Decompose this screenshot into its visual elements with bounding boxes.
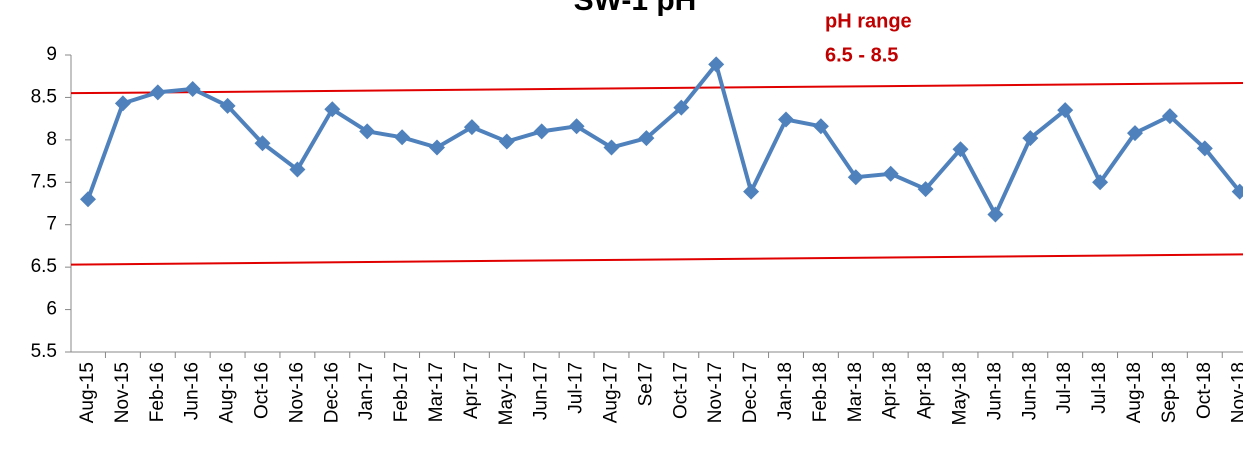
marker — [114, 95, 131, 112]
marker — [1161, 108, 1178, 125]
y-tick-label: 5.5 — [31, 341, 57, 362]
x-tick-label: Apr-17 — [461, 362, 482, 419]
x-tick-label: Aug-15 — [77, 362, 98, 423]
x-tick-label: Jan-18 — [775, 362, 796, 420]
x-tick-label: Nov-16 — [286, 362, 307, 423]
marker — [394, 129, 411, 146]
y-tick-label: 7 — [46, 214, 57, 235]
plot-area — [71, 56, 1243, 266]
marker — [568, 118, 585, 135]
marker — [1057, 102, 1074, 119]
annotation: pH range — [825, 10, 912, 32]
x-tick-label: Aug-17 — [601, 362, 622, 423]
x-tick-label: Sep-18 — [1159, 362, 1180, 423]
marker — [952, 141, 969, 158]
x-tick-label: May-17 — [496, 362, 517, 425]
marker — [324, 101, 341, 118]
marker — [254, 135, 271, 152]
x-tick-label: Oct-16 — [252, 362, 273, 419]
x-tick-label: Mar-17 — [426, 362, 447, 422]
x-tick-label: Jun-18 — [984, 362, 1005, 420]
x-tick-label: Se17 — [635, 362, 656, 406]
x-tick-label: Aug-16 — [217, 362, 238, 423]
x-tick-label: Jul-18 — [1054, 362, 1075, 414]
marker — [463, 119, 480, 136]
y-tick-label: 6.5 — [31, 256, 57, 277]
marker — [1196, 140, 1213, 157]
x-tick-label: May-18 — [950, 362, 971, 425]
x-tick-label: Dec-17 — [740, 362, 761, 423]
x-tick-label: Jul-17 — [566, 362, 587, 414]
marker — [359, 123, 376, 140]
x-tick-label: Apr-18 — [880, 362, 901, 419]
x-tick-label: Apr-18 — [915, 362, 936, 419]
marker — [429, 139, 445, 156]
x-tick-label: Mar-18 — [845, 362, 866, 422]
series-line — [86, 60, 1242, 220]
marker — [603, 139, 620, 156]
x-tick-label: Nov-18 — [1229, 362, 1243, 423]
marker — [1231, 183, 1243, 200]
marker — [673, 99, 690, 116]
marker — [743, 183, 760, 200]
x-tick-label: Feb-16 — [147, 362, 168, 422]
marker — [847, 169, 864, 186]
marker — [289, 161, 306, 178]
x-tick-label: Oct-18 — [1194, 362, 1215, 419]
reference-line — [71, 82, 1243, 95]
marker — [708, 56, 725, 73]
x-tick-label: Jul-18 — [1089, 362, 1110, 414]
y-tick-label: 8 — [46, 129, 57, 150]
x-tick-label: Dec-16 — [321, 362, 342, 423]
marker — [1127, 125, 1143, 142]
marker — [1092, 174, 1109, 191]
reference-line — [71, 253, 1243, 266]
x-tick-label: Aug-18 — [1124, 362, 1145, 423]
marker — [533, 123, 550, 140]
marker — [917, 181, 934, 198]
marker — [498, 133, 515, 150]
marker — [987, 206, 1004, 223]
marker — [219, 97, 236, 114]
x-tick-label: Jan-17 — [356, 362, 377, 420]
x-tick-label: Feb-17 — [391, 362, 412, 422]
x-tick-label: Jun-18 — [1019, 362, 1040, 420]
annotation: 6.5 - 8.5 — [825, 44, 898, 66]
marker — [149, 84, 166, 101]
x-tick-label: Oct-17 — [670, 362, 691, 419]
y-tick-label: 7.5 — [31, 171, 57, 192]
y-tick-label: 6 — [46, 299, 57, 320]
y-tick-label: 8.5 — [31, 86, 57, 107]
x-tick-label: Nov-15 — [112, 362, 133, 423]
marker — [882, 165, 899, 182]
x-tick-label: Jun-17 — [531, 362, 552, 420]
x-tick-label: Feb-18 — [810, 362, 831, 422]
marker — [184, 80, 201, 97]
x-tick-label: Nov-17 — [705, 362, 726, 423]
y-tick-label: 9 — [46, 44, 57, 65]
marker — [80, 191, 96, 208]
marker — [638, 130, 655, 147]
marker — [1022, 130, 1039, 147]
marker — [812, 118, 829, 135]
chart-title: SW-1 pH — [574, 0, 697, 17]
x-tick-label: Jun-16 — [182, 362, 203, 420]
marker — [778, 111, 794, 128]
